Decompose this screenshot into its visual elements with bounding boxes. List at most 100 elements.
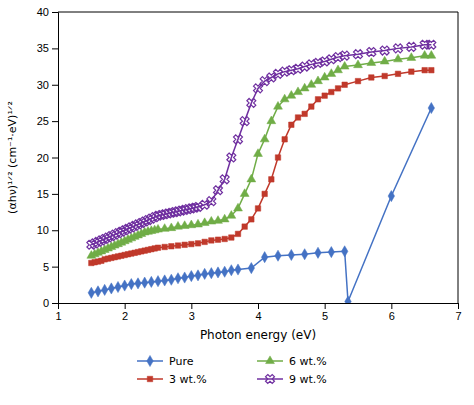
point bbox=[302, 111, 307, 116]
tick: 5 bbox=[322, 303, 328, 322]
point bbox=[205, 194, 218, 207]
tick-mark bbox=[458, 303, 459, 309]
point bbox=[248, 262, 254, 273]
point bbox=[305, 58, 318, 71]
point bbox=[275, 155, 280, 160]
legend-symbol bbox=[147, 355, 153, 366]
tick: 4 bbox=[255, 303, 261, 322]
point bbox=[275, 250, 281, 261]
point bbox=[242, 224, 247, 229]
tick: 10 bbox=[37, 224, 58, 236]
point bbox=[407, 53, 416, 61]
tick-mark bbox=[325, 303, 326, 309]
point bbox=[278, 65, 291, 78]
point bbox=[155, 245, 160, 250]
tick-label: 40 bbox=[37, 6, 49, 18]
point bbox=[231, 133, 244, 146]
point bbox=[128, 279, 134, 290]
point bbox=[235, 231, 240, 236]
point bbox=[328, 246, 334, 257]
tick: 35 bbox=[37, 42, 58, 54]
point bbox=[195, 241, 200, 246]
point bbox=[325, 53, 338, 66]
point bbox=[167, 223, 176, 231]
tick-mark bbox=[52, 158, 58, 159]
point bbox=[101, 284, 107, 295]
tick-label: 20 bbox=[37, 152, 49, 164]
point bbox=[221, 266, 227, 277]
tick: 0 bbox=[43, 297, 58, 309]
tick: 25 bbox=[37, 115, 58, 127]
tick: 1 bbox=[55, 303, 61, 322]
point bbox=[311, 56, 324, 69]
point bbox=[234, 203, 243, 211]
tick-label: 5 bbox=[322, 310, 328, 322]
legend-symbol bbox=[263, 372, 276, 385]
point bbox=[354, 60, 363, 68]
point bbox=[282, 137, 287, 142]
point bbox=[228, 265, 234, 276]
point bbox=[168, 274, 174, 285]
legend-symbol bbox=[266, 356, 275, 364]
point bbox=[367, 58, 376, 66]
point bbox=[269, 177, 274, 182]
tick-label: 4 bbox=[255, 310, 261, 322]
tick-label: 1 bbox=[55, 310, 61, 322]
point bbox=[202, 239, 207, 244]
point bbox=[318, 55, 331, 68]
point bbox=[322, 93, 327, 98]
point bbox=[341, 246, 347, 257]
point bbox=[141, 277, 147, 288]
point bbox=[380, 56, 389, 64]
point bbox=[201, 268, 207, 279]
y-axis: 0510152025303540 bbox=[37, 6, 59, 309]
legend-item: Pure bbox=[137, 355, 194, 368]
legend-symbol bbox=[147, 376, 152, 381]
tick-mark bbox=[391, 303, 392, 309]
point bbox=[355, 78, 360, 83]
tick-label: 25 bbox=[37, 115, 49, 127]
tick: 15 bbox=[37, 188, 58, 200]
point bbox=[182, 242, 187, 247]
point bbox=[369, 75, 374, 80]
tick-label: 0 bbox=[43, 297, 49, 309]
point bbox=[427, 51, 436, 59]
point bbox=[329, 89, 334, 94]
tick-mark bbox=[52, 230, 58, 231]
point bbox=[267, 116, 276, 124]
tick-mark bbox=[52, 48, 58, 49]
tick-mark bbox=[125, 303, 126, 309]
point bbox=[175, 273, 181, 284]
axis-line bbox=[59, 304, 459, 310]
point bbox=[288, 249, 294, 260]
point bbox=[395, 71, 400, 76]
point bbox=[378, 44, 391, 57]
point bbox=[428, 102, 434, 113]
tick-label: 2 bbox=[122, 310, 128, 322]
point bbox=[249, 217, 254, 222]
tick-mark bbox=[258, 303, 259, 309]
point bbox=[425, 38, 438, 51]
point bbox=[195, 270, 201, 281]
point bbox=[247, 174, 256, 182]
point bbox=[291, 62, 304, 75]
point bbox=[251, 82, 264, 95]
y-axis-title: (αhν)¹ᐟ² (cm⁻¹·eV)¹ᐟ² bbox=[6, 101, 19, 214]
point bbox=[88, 287, 94, 298]
point bbox=[335, 86, 340, 91]
point bbox=[340, 61, 349, 69]
series bbox=[89, 67, 434, 265]
point bbox=[309, 104, 314, 109]
point bbox=[271, 67, 284, 80]
point bbox=[405, 40, 418, 53]
tick: 30 bbox=[37, 79, 58, 91]
point bbox=[121, 280, 127, 291]
point bbox=[382, 73, 387, 78]
legend-label: 6 wt.% bbox=[289, 355, 327, 368]
plot: 12345670510152025303540 bbox=[37, 6, 462, 322]
point bbox=[351, 47, 364, 60]
point bbox=[274, 101, 283, 109]
tick: 3 bbox=[189, 303, 195, 322]
point bbox=[331, 50, 344, 63]
point bbox=[298, 60, 311, 73]
